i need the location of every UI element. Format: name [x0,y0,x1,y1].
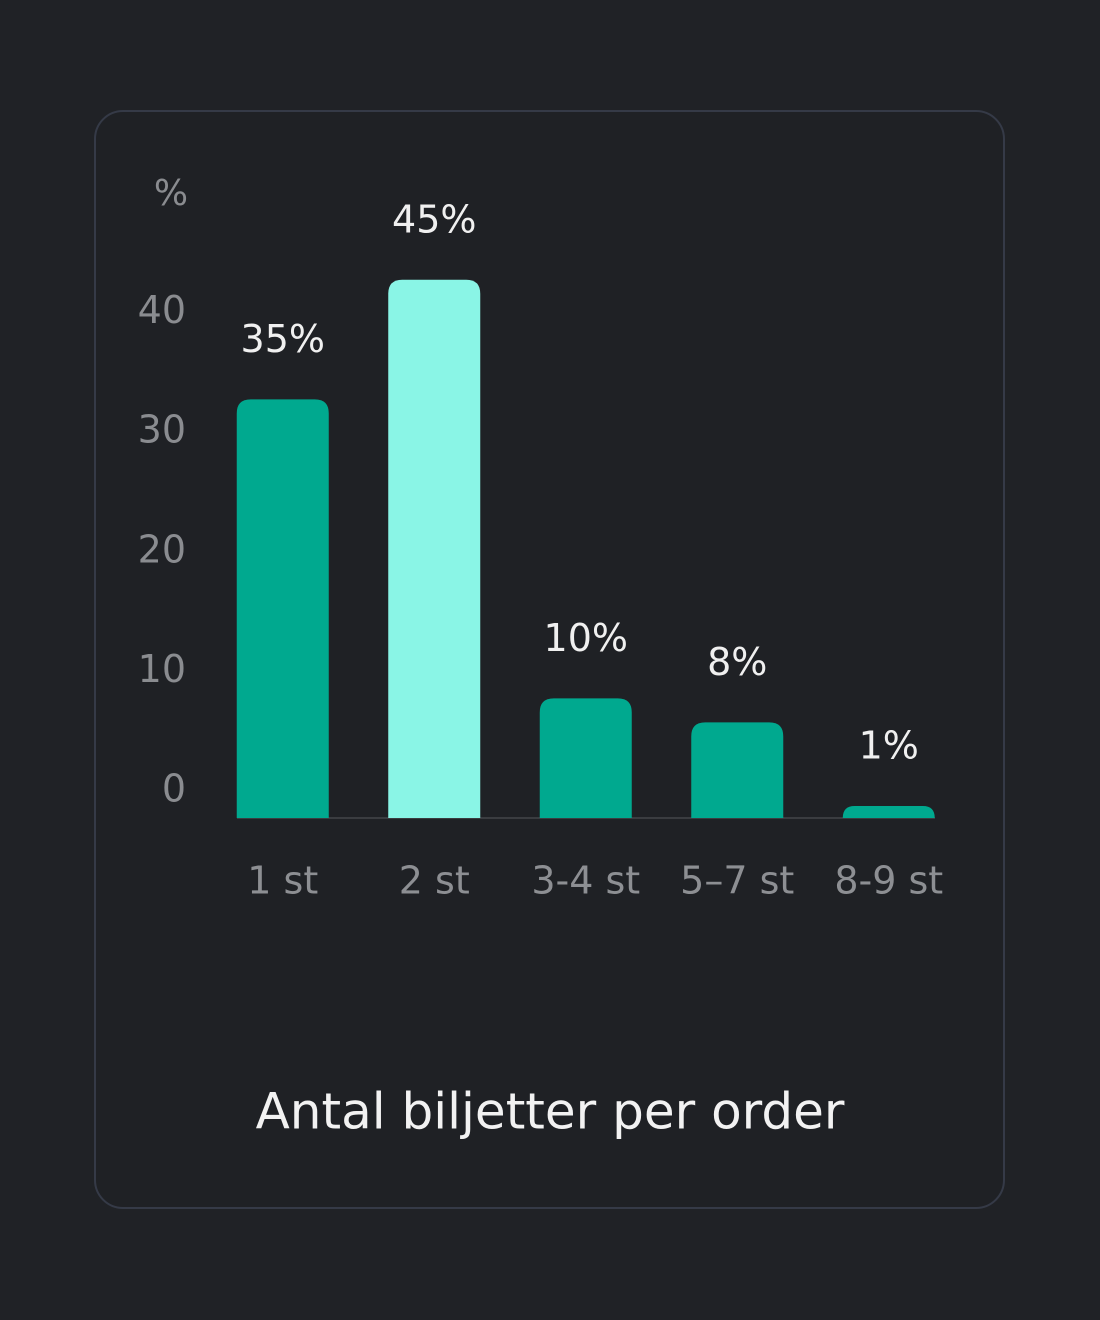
x-tick-label: 1 st [247,859,318,903]
chart-title: Antal biljetter per order [256,1083,845,1141]
value-label: 1% [859,724,919,768]
x-tick-label: 3-4 st [531,859,640,903]
x-tick-label: 8-9 st [834,859,943,903]
bar [388,279,481,818]
y-tick-label: 40 [138,288,186,332]
y-tick-label: 0 [162,767,186,811]
card [94,110,1005,1209]
y-axis-label: % [154,173,188,214]
value-label: 10% [544,616,628,660]
bar [842,806,935,818]
value-label: 45% [392,197,476,241]
bar [691,722,784,818]
y-tick-label: 20 [138,527,186,571]
bar [236,399,329,818]
y-tick-label: 10 [138,647,186,691]
value-label: 35% [241,317,325,361]
x-tick-label: 2 st [399,859,470,903]
bar [539,698,632,818]
y-tick-label: 30 [138,408,186,452]
value-label: 8% [707,640,767,684]
x-tick-label: 5–7 st [680,859,794,903]
